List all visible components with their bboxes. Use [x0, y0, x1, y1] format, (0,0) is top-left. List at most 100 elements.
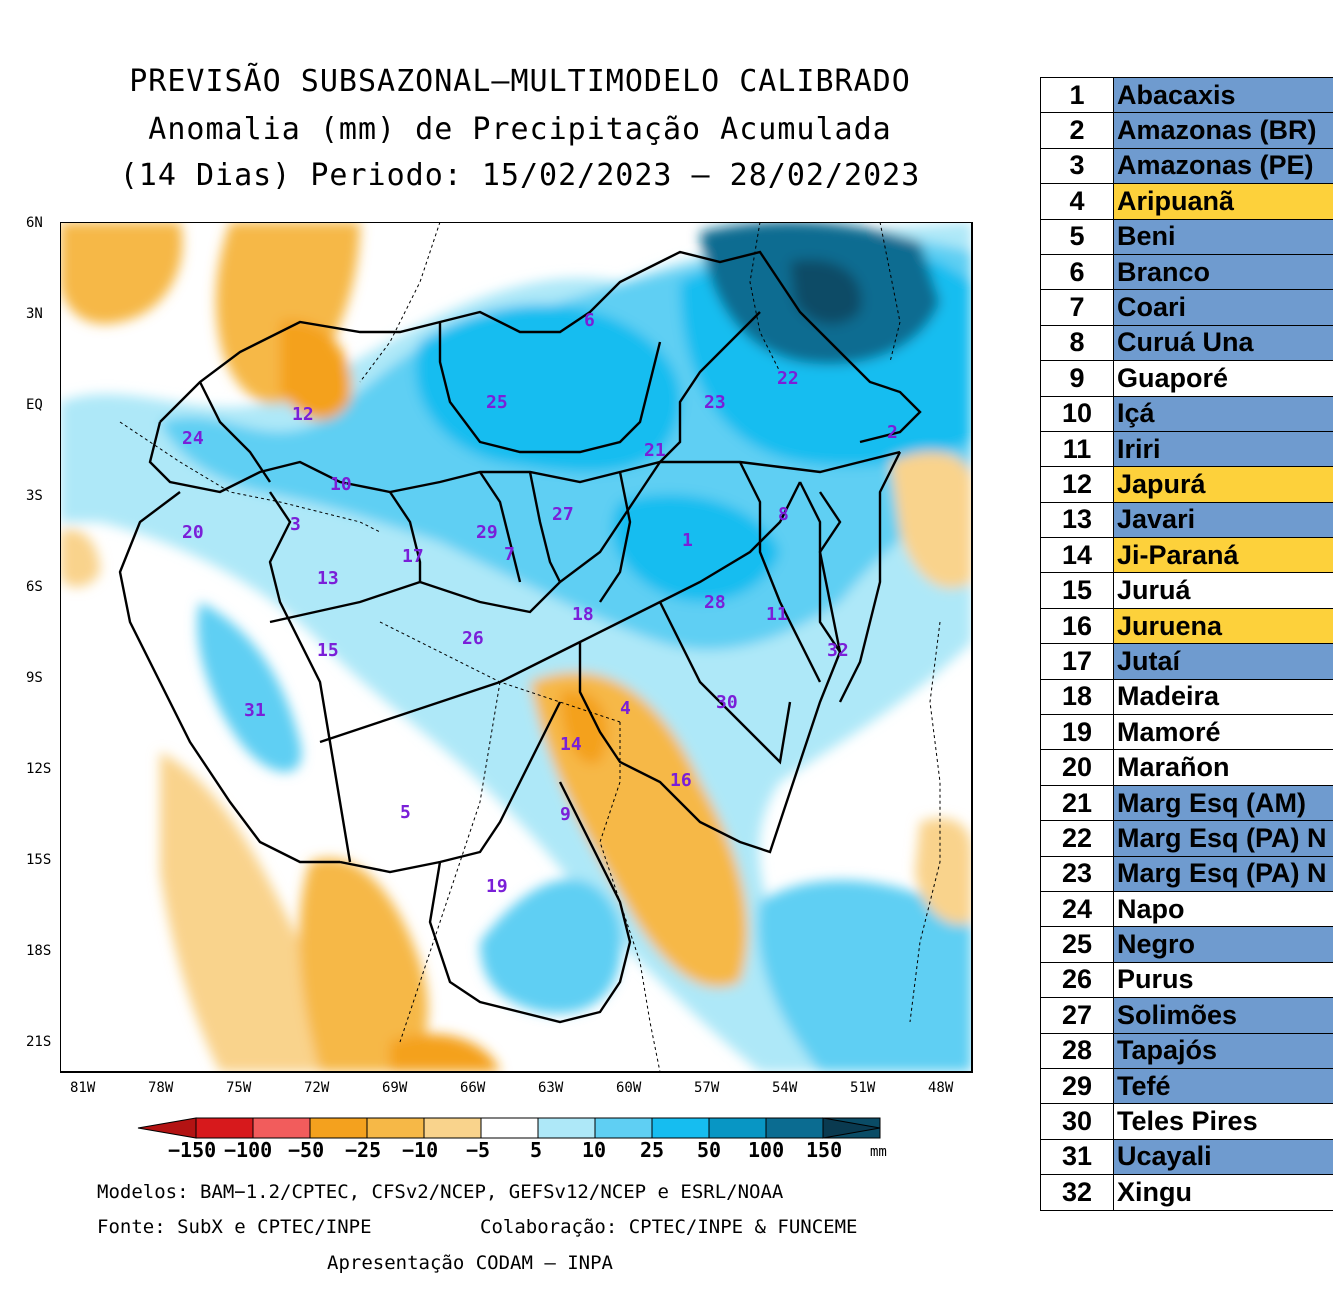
legend-row-basin-name: Içá — [1113, 395, 1333, 432]
colorbar-swatches — [137, 1117, 881, 1139]
legend-row-number: 6 — [1040, 253, 1114, 291]
region-number: 26 — [462, 628, 484, 649]
lon-label: 78W — [148, 1080, 174, 1096]
legend-row-basin-name: Aripuanã — [1113, 183, 1333, 220]
lon-label: 63W — [538, 1080, 564, 1096]
lon-label: 75W — [226, 1080, 252, 1096]
legend-row-basin-name: Madeira — [1113, 678, 1333, 716]
legend-row-number: 26 — [1040, 961, 1114, 999]
region-number: 5 — [400, 802, 411, 823]
legend-row: 32 Xingu — [1040, 1174, 1333, 1211]
lon-label: 81W — [70, 1080, 96, 1096]
legend-row-basin-name: Negro — [1113, 926, 1333, 963]
legend-row-number: 19 — [1040, 714, 1114, 751]
legend-row-basin-name: Juruá — [1113, 572, 1333, 609]
legend-row-number: 4 — [1040, 183, 1114, 220]
legend-row-basin-name: Xingu — [1113, 1174, 1333, 1211]
colorbar-swatch — [366, 1117, 425, 1139]
legend-row-number: 32 — [1040, 1174, 1114, 1211]
legend-row: 30 Teles Pires — [1040, 1103, 1333, 1140]
legend-row: 29 Tefé — [1040, 1067, 1333, 1105]
colorbar-unit: mm — [870, 1144, 887, 1160]
legend-row-basin-name: Jutaí — [1113, 643, 1333, 680]
legend-row-basin-name: Solimões — [1113, 997, 1333, 1034]
legend-row-number: 9 — [1040, 360, 1114, 397]
lon-label: 51W — [850, 1080, 876, 1096]
region-number: 3 — [290, 514, 301, 535]
legend-row-basin-name: Coari — [1113, 289, 1333, 326]
region-number: 27 — [552, 504, 574, 525]
region-number: 18 — [572, 604, 594, 625]
region-number: 19 — [486, 876, 508, 897]
legend-row: 22 Marg Esq (PA) N — [1040, 820, 1333, 857]
legend-row-number: 21 — [1040, 784, 1114, 822]
legend-row-basin-name: Abacaxis — [1113, 76, 1333, 114]
lat-label: 12S — [26, 761, 52, 777]
lat-label: 6N — [26, 215, 43, 231]
region-number: 7 — [504, 544, 515, 565]
legend-row: 13 Javari — [1040, 501, 1333, 539]
colorbar-tick-label: 150 — [806, 1138, 843, 1162]
legend-row-number: 12 — [1040, 466, 1114, 503]
colorbar-swatch — [309, 1117, 368, 1139]
precipitation-anomaly-map: 1 2 3 4 5 6 7 8 9 10 11 12 13 14 15 16 1… — [60, 222, 973, 1073]
region-number: 28 — [704, 592, 726, 613]
legend-row: 28 Tapajós — [1040, 1032, 1333, 1069]
region-number: 17 — [402, 546, 424, 567]
legend-row-number: 16 — [1040, 607, 1114, 645]
legend-row-number: 2 — [1040, 112, 1114, 149]
legend-row-number: 14 — [1040, 537, 1114, 574]
colorbar-swatch — [708, 1117, 767, 1139]
legend-row-number: 31 — [1040, 1138, 1114, 1176]
lat-label: 3N — [26, 306, 43, 322]
lat-label: EQ — [26, 397, 43, 413]
legend-row-basin-name: Guaporé — [1113, 360, 1333, 397]
legend-row-basin-name: Teles Pires — [1113, 1103, 1333, 1140]
lon-label: 72W — [304, 1080, 330, 1096]
legend-row: 9 Guaporé — [1040, 360, 1333, 397]
legend-row-basin-name: Marg Esq (PA) N — [1113, 855, 1333, 892]
legend-row: 14 Ji-Paraná — [1040, 537, 1333, 574]
colorbar-tick-label: 50 — [697, 1138, 722, 1162]
legend-row-basin-name: Ucayali — [1113, 1138, 1333, 1176]
legend-row-basin-name: Beni — [1113, 218, 1333, 255]
lon-label: 48W — [928, 1080, 954, 1096]
legend-row: 8 Curuá Una — [1040, 324, 1333, 362]
legend-row: 12 Japurá — [1040, 466, 1333, 503]
legend-row-number: 15 — [1040, 572, 1114, 609]
region-number: 20 — [182, 522, 204, 543]
legend-row-number: 13 — [1040, 501, 1114, 539]
legend-row: 17 Jutaí — [1040, 643, 1333, 680]
region-number: 1 — [682, 530, 693, 551]
lon-label: 60W — [616, 1080, 642, 1096]
legend-row: 20 Marañon — [1040, 749, 1333, 786]
legend-row-basin-name: Amazonas (PE) — [1113, 147, 1333, 185]
colorbar-tick-label: 5 — [530, 1138, 543, 1162]
anomaly-fields: 1 2 3 4 5 6 7 8 9 10 11 12 13 14 15 16 1… — [60, 222, 972, 1072]
legend-row-number: 23 — [1040, 855, 1114, 892]
colorbar-swatch — [537, 1117, 596, 1139]
basin-boundaries — [118, 250, 922, 1024]
region-number: 23 — [704, 392, 726, 413]
legend-row-number: 1 — [1040, 76, 1114, 114]
legend-row-number: 5 — [1040, 218, 1114, 255]
legend-row-number: 20 — [1040, 749, 1114, 786]
region-number: 16 — [670, 770, 692, 791]
colorbar-tick-label: −50 — [288, 1138, 325, 1162]
legend-row: 27 Solimões — [1040, 997, 1333, 1034]
colorbar-swatch — [252, 1117, 311, 1139]
legend-row-basin-name: Ji-Paraná — [1113, 537, 1333, 574]
region-number: 32 — [827, 640, 849, 661]
region-number: 12 — [292, 404, 314, 425]
region-number: 21 — [644, 440, 666, 461]
lon-label: 69W — [382, 1080, 408, 1096]
legend-row: 23 Marg Esq (PA) N — [1040, 855, 1333, 892]
legend-row-number: 27 — [1040, 997, 1114, 1034]
legend-row-number: 30 — [1040, 1103, 1114, 1140]
legend-row-number: 24 — [1040, 890, 1114, 928]
legend-row: 25 Negro — [1040, 926, 1333, 963]
footer-models: Modelos: BAM−1.2/CPTEC, CFSv2/NCEP, GEFS… — [97, 1181, 784, 1203]
legend-row: 2 Amazonas (BR) — [1040, 112, 1333, 149]
region-number: 4 — [620, 698, 631, 719]
region-number: 8 — [778, 504, 789, 525]
